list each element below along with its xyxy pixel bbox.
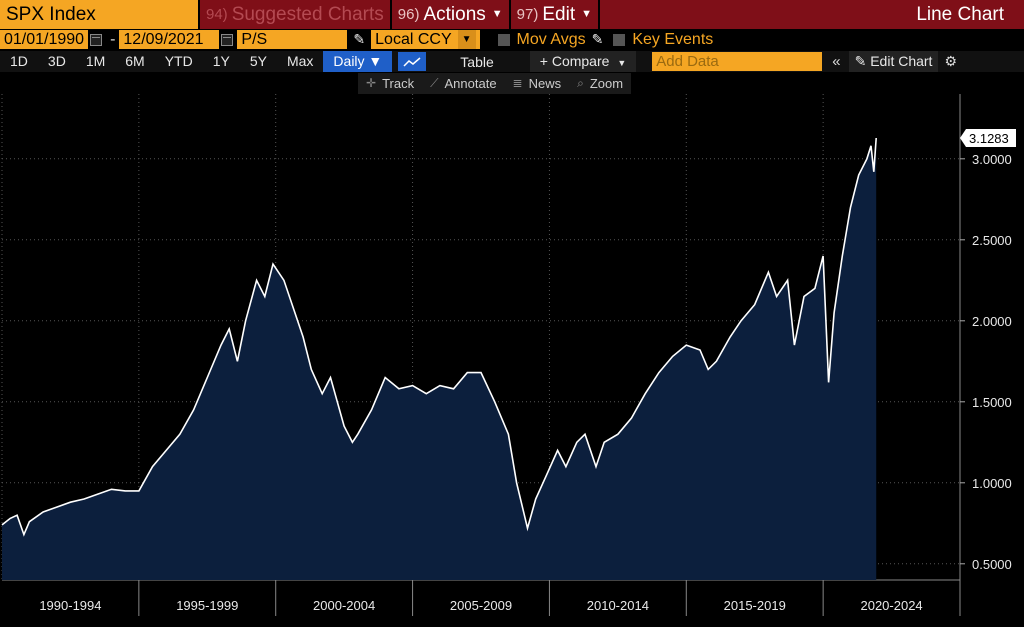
y-tick-label: 2.5000 bbox=[972, 233, 1012, 248]
news-icon: ≣ bbox=[512, 76, 523, 90]
x-category-label: 2020-2024 bbox=[860, 598, 922, 613]
mov-avgs-label: Mov Avgs bbox=[516, 30, 586, 48]
end-date-input[interactable]: 12/09/2021 bbox=[119, 30, 220, 49]
period-5y[interactable]: 5Y bbox=[249, 53, 267, 69]
period-ytd[interactable]: YTD bbox=[164, 53, 193, 69]
frequency-dropdown[interactable]: Daily ▼ bbox=[323, 51, 393, 72]
last-value-label: 3.1283 bbox=[969, 131, 1009, 146]
caret-down-icon: ▼ bbox=[617, 58, 627, 68]
y-tick-label: 3.0000 bbox=[972, 152, 1012, 167]
chevron-down-icon: ▼ bbox=[457, 30, 476, 49]
y-axis: 0.5000 1.0000 1.5000 2.0000 2.5000 3.0000 bbox=[960, 152, 1012, 572]
key-events-checkbox[interactable] bbox=[613, 33, 626, 46]
menu-label: Actions bbox=[423, 4, 486, 25]
last-value-callout: 3.1283 bbox=[960, 129, 1016, 148]
actions-menu[interactable]: 96) Actions ▼ bbox=[391, 0, 511, 29]
zoom-icon: ⌕ bbox=[577, 76, 584, 90]
menu-number: 96) bbox=[397, 6, 420, 23]
currency-label: Local CCY bbox=[375, 31, 452, 48]
mov-avgs-checkbox[interactable] bbox=[497, 33, 510, 46]
x-category-label: 2005-2009 bbox=[450, 598, 512, 613]
annotate-tool[interactable]: ⟋ Annotate bbox=[422, 73, 504, 94]
zoom-tool[interactable]: ⌕ Zoom bbox=[569, 73, 631, 94]
compare-label: + Compare bbox=[539, 53, 610, 69]
calendar-icon[interactable] bbox=[90, 33, 103, 46]
x-category-label: 2015-2019 bbox=[724, 598, 786, 613]
add-data-input[interactable]: Add Data bbox=[652, 52, 823, 71]
chart-type-title: Line Chart bbox=[600, 0, 1024, 29]
gear-icon[interactable]: ⚙ bbox=[944, 53, 958, 69]
compare-button[interactable]: + Compare ▼ bbox=[529, 51, 637, 72]
pencil-icon[interactable]: ✎ bbox=[353, 31, 366, 47]
y-tick-label: 2.0000 bbox=[972, 314, 1012, 329]
series-area bbox=[2, 138, 877, 580]
menu-label: Edit bbox=[542, 4, 576, 25]
toolbar: 1D 3D 1M 6M YTD 1Y 5Y Max Daily ▼ Table … bbox=[0, 51, 1024, 72]
annotate-icon: ⟋ bbox=[430, 76, 439, 90]
table-button[interactable]: Table bbox=[460, 53, 494, 70]
series-line bbox=[1, 137, 877, 537]
title-bar: SPX Index 94) Suggested Charts 96) Actio… bbox=[0, 0, 1024, 29]
edit-chart-button[interactable]: ✎ Edit Chart bbox=[848, 51, 939, 72]
chart-tools: ✛ Track ⟋ Annotate ≣ News ⌕ Zoom bbox=[358, 73, 632, 94]
period-6m[interactable]: 6M bbox=[125, 53, 145, 69]
controls-bar: 01/01/1990 - 12/09/2021 P/S ✎ Local CCY … bbox=[0, 29, 1024, 50]
x-category-label: 1990-1994 bbox=[39, 598, 101, 613]
y-tick-label: 0.5000 bbox=[972, 557, 1012, 572]
last-value-badge bbox=[960, 129, 1016, 148]
x-category-label: 2000-2004 bbox=[313, 598, 375, 613]
pencil-icon[interactable]: ✎ bbox=[591, 31, 604, 47]
currency-dropdown[interactable]: Local CCY ▼ bbox=[371, 30, 480, 49]
key-events-label: Key Events bbox=[632, 30, 714, 48]
edit-menu[interactable]: 97) Edit ▼ bbox=[510, 0, 600, 29]
tool-label: News bbox=[528, 76, 562, 91]
edit-chart-label: Edit Chart bbox=[870, 53, 933, 69]
ticker-field[interactable]: SPX Index bbox=[0, 0, 200, 29]
period-3d[interactable]: 3D bbox=[47, 53, 66, 69]
period-max[interactable]: Max bbox=[286, 53, 314, 69]
suggested-charts-menu[interactable]: 94) Suggested Charts bbox=[200, 0, 392, 29]
crosshair-icon: ✛ bbox=[366, 76, 377, 90]
period-1m[interactable]: 1M bbox=[85, 53, 106, 69]
calendar-icon[interactable] bbox=[221, 33, 234, 46]
period-1y[interactable]: 1Y bbox=[212, 53, 230, 69]
x-category-label: 2010-2014 bbox=[587, 598, 649, 613]
tool-label: Zoom bbox=[589, 76, 624, 91]
caret-down-icon: ▼ bbox=[491, 8, 503, 20]
menu-number: 97) bbox=[516, 6, 539, 23]
collapse-icon[interactable]: « bbox=[832, 53, 841, 70]
news-tool[interactable]: ≣ News bbox=[505, 73, 570, 94]
y-tick-label: 1.5000 bbox=[972, 395, 1012, 410]
x-category-label: 1995-1999 bbox=[176, 598, 238, 613]
pencil-icon: ✎ bbox=[854, 53, 867, 69]
caret-down-icon: ▼ bbox=[581, 8, 592, 20]
period-1d[interactable]: 1D bbox=[10, 53, 28, 69]
price-chart[interactable]: 0.5000 1.0000 1.5000 2.0000 2.5000 3.0000 199… bbox=[0, 94, 1024, 627]
start-date-input[interactable]: 01/01/1990 bbox=[0, 30, 89, 49]
x-axis: 1990-1994 1995-1999 2000-2004 2005-2009 2010… bbox=[39, 580, 961, 616]
date-separator: - bbox=[110, 30, 116, 48]
field-input[interactable]: P/S bbox=[237, 30, 348, 49]
y-tick-label: 1.0000 bbox=[972, 476, 1012, 491]
menu-number: 94) bbox=[206, 6, 228, 23]
tool-label: Track bbox=[382, 76, 415, 91]
line-chart-icon[interactable] bbox=[398, 52, 427, 71]
menu-label: Suggested Charts bbox=[231, 4, 384, 25]
track-tool[interactable]: ✛ Track bbox=[358, 73, 422, 94]
tool-label: Annotate bbox=[444, 76, 497, 91]
